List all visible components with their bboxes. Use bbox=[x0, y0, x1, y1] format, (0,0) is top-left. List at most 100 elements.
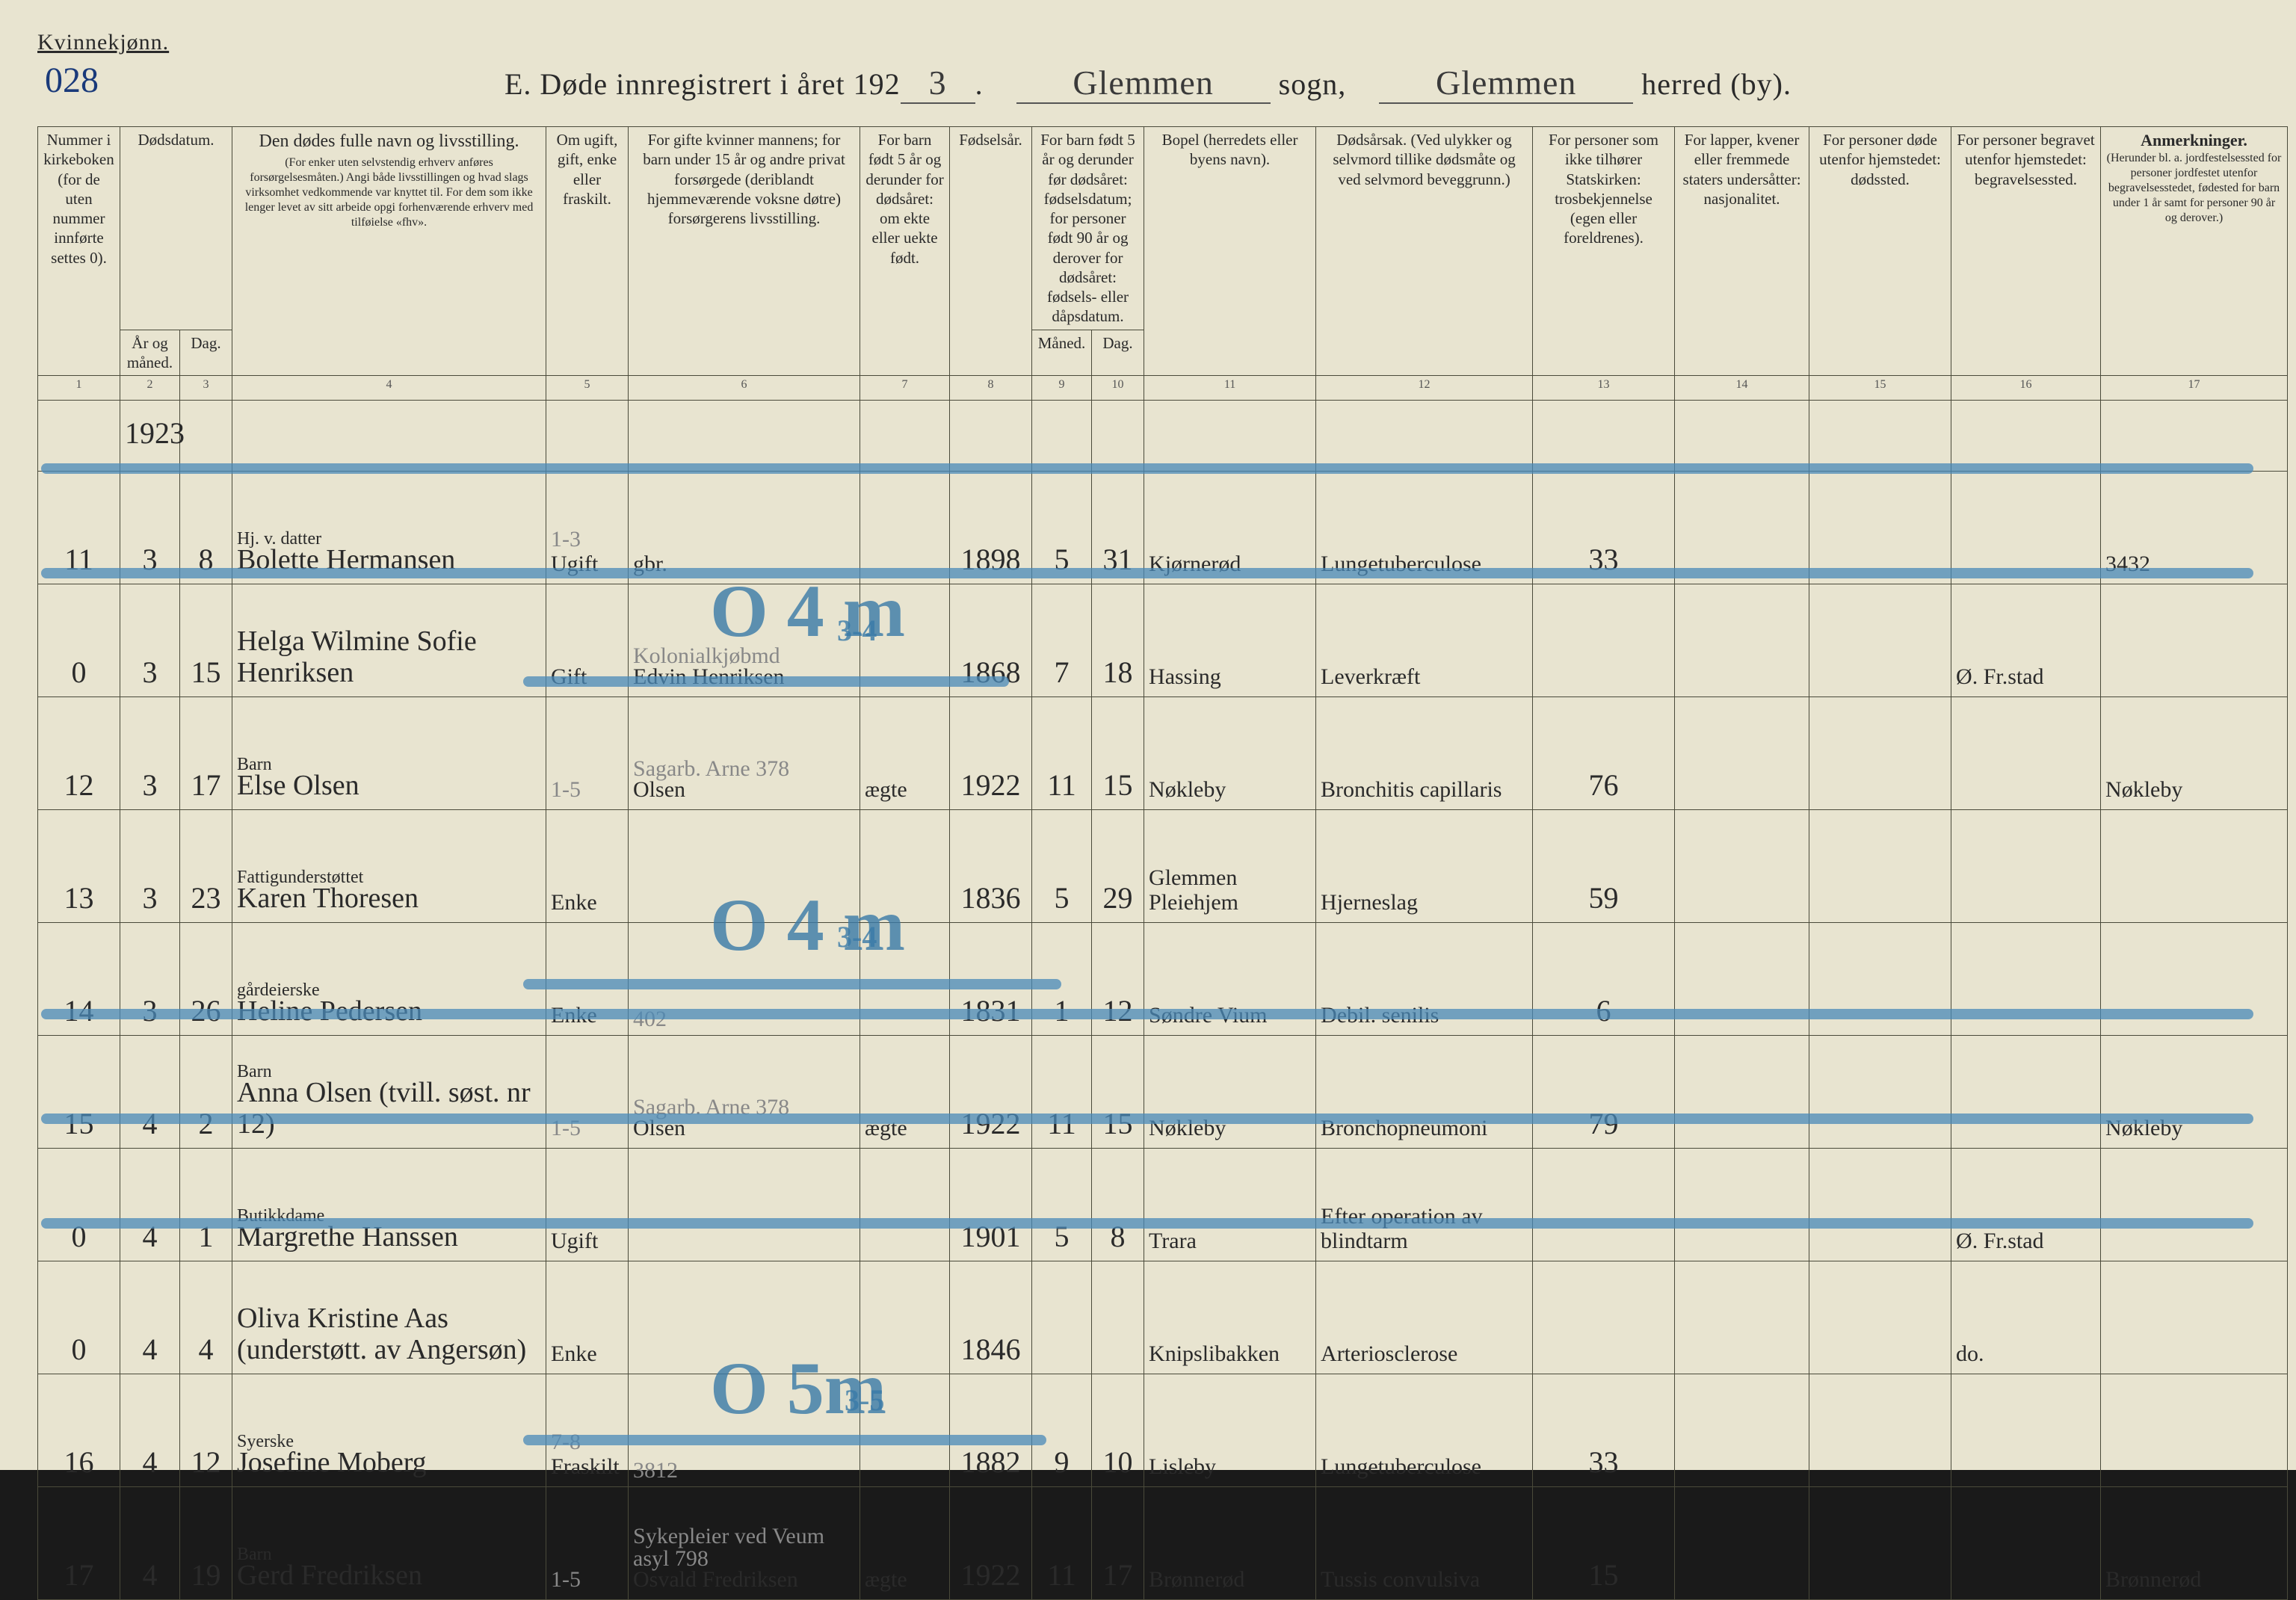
table-row: 1542BarnAnna Olsen (tvill. søst. nr 12)1… bbox=[38, 1036, 2288, 1149]
table-cell: Brønnerød bbox=[1144, 1487, 1316, 1600]
col-header-15: For personer døde utenfor hjemstedet: dø… bbox=[1809, 127, 1951, 376]
column-number-row: 1234567891011121314151617 bbox=[38, 376, 2288, 401]
col-header-9a: Måned. bbox=[1032, 330, 1092, 376]
column-number-cell: 5 bbox=[546, 376, 629, 401]
table-cell: Glemmen Pleiehjem bbox=[1144, 810, 1316, 923]
column-number-cell: 3 bbox=[180, 376, 232, 401]
table-cell bbox=[2101, 1261, 2288, 1374]
title-prefix: E. Døde innregistrert i året 192 bbox=[504, 67, 901, 101]
table-cell: 1922 bbox=[950, 697, 1032, 810]
table-cell: Tussis convulsiva bbox=[1316, 1487, 1533, 1600]
table-cell: Nøkleby bbox=[1144, 697, 1316, 810]
register-table: Nummer i kirke­boken (for de uten nummer… bbox=[37, 126, 2288, 1600]
table-cell: 5 bbox=[1032, 1149, 1092, 1261]
table-cell: Enke bbox=[546, 810, 629, 923]
table-cell: 3 bbox=[120, 472, 180, 584]
column-number-cell: 13 bbox=[1533, 376, 1675, 401]
table-cell bbox=[1809, 1261, 1951, 1374]
table-cell: ægte bbox=[860, 1036, 950, 1149]
handwritten-page-number: 028 bbox=[45, 60, 99, 101]
table-cell: ButikkdameMargrethe Hanssen bbox=[232, 1149, 546, 1261]
table-cell: 12 bbox=[38, 697, 120, 810]
table-cell bbox=[629, 1149, 860, 1261]
table-cell: 11 bbox=[1032, 1036, 1092, 1149]
table-cell bbox=[1092, 1261, 1144, 1374]
table-cell: Kjørnerød bbox=[1144, 472, 1316, 584]
table-cell bbox=[1533, 1261, 1675, 1374]
table-cell bbox=[2101, 584, 2288, 697]
table-row: 12317BarnElse Olsen1-5Sagarb. Arne 378Ol… bbox=[38, 697, 2288, 810]
table-cell: Hjerneslag bbox=[1316, 810, 1533, 923]
table-cell: ægte bbox=[860, 697, 950, 810]
table-cell: 29 bbox=[1092, 810, 1144, 923]
table-cell: Sagarb. Arne 378Olsen bbox=[629, 1036, 860, 1149]
table-row: 041ButikkdameMargrethe HanssenUgift19015… bbox=[38, 1149, 2288, 1261]
table-cell: 1-3Ugift bbox=[546, 472, 629, 584]
table-cell: 2 bbox=[180, 1036, 232, 1149]
col-header-9b: Dag. bbox=[1092, 330, 1144, 376]
col-header-12: Dødsårsak. (Ved ulykker og selv­mord til… bbox=[1316, 127, 1533, 376]
table-cell: 3 bbox=[120, 810, 180, 923]
table-cell: Leverkræft bbox=[1316, 584, 1533, 697]
table-head: Nummer i kirke­boken (for de uten nummer… bbox=[38, 127, 2288, 401]
col-header-17: Anmerkninger. (Herunder bl. a. jord­fest… bbox=[2101, 127, 2288, 376]
col-header-5: Om ugift, gift, enke eller fraskilt. bbox=[546, 127, 629, 376]
table-cell bbox=[860, 472, 950, 584]
table-cell: 1901 bbox=[950, 1149, 1032, 1261]
table-row: 17419BarnGerd Fredriksen1-5Sykepleier ve… bbox=[38, 1487, 2288, 1600]
blue-stroke bbox=[41, 1009, 2253, 1019]
table-cell: 1898 bbox=[950, 472, 1032, 584]
col-header-8: Fødsels­år. bbox=[950, 127, 1032, 376]
blue-annotation-small: 3-5 bbox=[845, 1383, 884, 1418]
table-cell: 23 bbox=[180, 810, 232, 923]
table-cell: 0 bbox=[38, 584, 120, 697]
column-number-cell: 14 bbox=[1675, 376, 1809, 401]
table-cell: Ø. Fr.stad bbox=[1951, 1149, 2101, 1261]
table-cell: 1836 bbox=[950, 810, 1032, 923]
col-header-16: For personer begravet utenfor hjemstedet… bbox=[1951, 127, 2101, 376]
column-number-cell: 10 bbox=[1092, 376, 1144, 401]
column-number-cell: 16 bbox=[1951, 376, 2101, 401]
table-cell: 15 bbox=[180, 584, 232, 697]
title-line: E. Døde innregistrert i året 1923. Glemm… bbox=[37, 63, 2259, 104]
table-cell: Brønnerød bbox=[2101, 1487, 2288, 1600]
blue-stroke bbox=[41, 568, 2253, 578]
table-cell: 13 bbox=[38, 810, 120, 923]
table-cell: 4 bbox=[120, 1261, 180, 1374]
table-cell: Sagarb. Arne 378Olsen bbox=[629, 697, 860, 810]
table-cell: 1-5 bbox=[546, 1036, 629, 1149]
table-cell: Hj. v. datterBolette Hermansen bbox=[232, 472, 546, 584]
table-cell bbox=[1675, 472, 1809, 584]
table-cell: 17 bbox=[180, 697, 232, 810]
table-cell: 4 bbox=[180, 1261, 232, 1374]
table-cell bbox=[1951, 697, 2101, 810]
table-cell bbox=[1809, 810, 1951, 923]
blue-stroke bbox=[41, 1113, 2253, 1124]
table-cell: 59 bbox=[1533, 810, 1675, 923]
table-cell bbox=[1951, 1487, 2101, 1600]
gender-label: Kvinnekjønn. bbox=[37, 30, 169, 55]
col-header-6: For gifte kvinner mannens; for barn unde… bbox=[629, 127, 860, 376]
table-cell bbox=[1675, 697, 1809, 810]
table-cell: BarnAnna Olsen (tvill. søst. nr 12) bbox=[232, 1036, 546, 1149]
table-row: 1138Hj. v. datterBolette Hermansen1-3Ugi… bbox=[38, 472, 2288, 584]
table-cell: 31 bbox=[1092, 472, 1144, 584]
col-header-9-group: For barn født 5 år og der­under før døds… bbox=[1032, 127, 1144, 330]
table-cell: 11 bbox=[38, 472, 120, 584]
blue-annotation-small: 3-4 bbox=[837, 613, 877, 648]
table-cell: 1922 bbox=[950, 1487, 1032, 1600]
col-header-4-title: Den dødes fulle navn og livsstilling. bbox=[237, 130, 541, 152]
table-cell: Oliva Kristine Aas (understøtt. av Anger… bbox=[232, 1261, 546, 1374]
table-cell: 3432 bbox=[2101, 472, 2288, 584]
table-cell: 1922 bbox=[950, 1036, 1032, 1149]
table-cell: ægte bbox=[860, 1487, 950, 1600]
column-number-cell: 6 bbox=[629, 376, 860, 401]
table-cell: Sykepleier ved Veum asyl 798Osvald Fredr… bbox=[629, 1487, 860, 1600]
sogn-value: Glemmen bbox=[1016, 63, 1271, 104]
table-cell bbox=[1675, 584, 1809, 697]
table-cell: 15 bbox=[38, 1036, 120, 1149]
table-cell bbox=[2101, 1149, 2288, 1261]
table-cell bbox=[1675, 1261, 1809, 1374]
table-cell: Ø. Fr.stad bbox=[1951, 584, 2101, 697]
blue-stroke bbox=[523, 1435, 1046, 1445]
